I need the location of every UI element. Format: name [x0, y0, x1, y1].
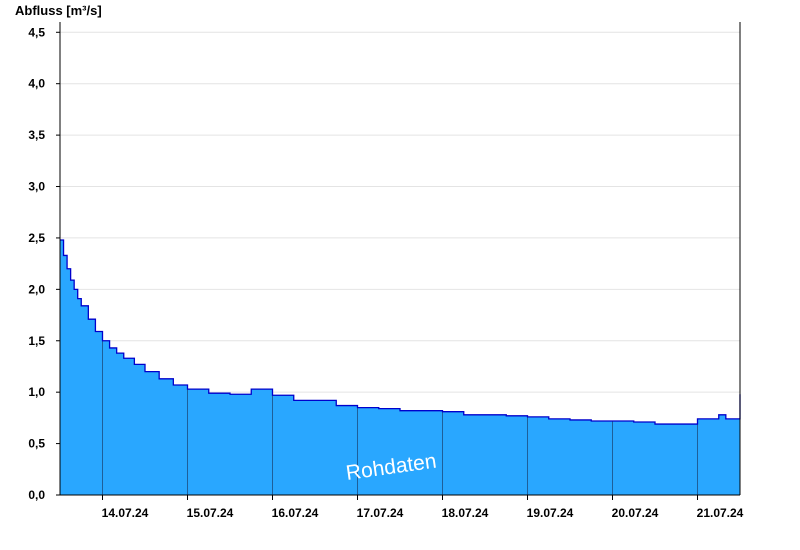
x-ticks: 14.07.24 15.07.24 16.07.24 17.07.24 18.07.24… [102, 495, 744, 520]
day-dividers [102, 340, 698, 495]
x-tick-label-0: 14.07.24 [102, 506, 149, 520]
y-tick-label-7: 3,5 [28, 128, 45, 142]
discharge-line [60, 239, 741, 425]
x-tick-label-3: 17.07.24 [357, 506, 404, 520]
y-axis-label: Abfluss [m³/s] [15, 3, 102, 18]
discharge-area [60, 239, 740, 495]
axes [59, 22, 741, 496]
y-tick-label-1: 0,5 [28, 437, 45, 451]
y-tick-label-5: 2,5 [28, 231, 45, 245]
y-tick-label-9: 4,5 [28, 25, 45, 39]
y-tick-label-8: 4,0 [28, 77, 45, 91]
x-tick-label-7: 21.07.24 [697, 506, 744, 520]
y-tick-label-0: 0,0 [28, 488, 45, 502]
x-tick-label-5: 19.07.24 [527, 506, 574, 520]
y-tick-label-4: 2,0 [28, 282, 45, 296]
y-tick-label-2: 1,0 [28, 385, 45, 399]
x-tick-label-4: 18.07.24 [442, 506, 489, 520]
x-tick-label-2: 16.07.24 [272, 506, 319, 520]
x-tick-label-6: 20.07.24 [612, 506, 659, 520]
y-ticks: 0,0 0,5 1,0 1,5 2,0 2,5 3,0 3,5 4,0 4,5 [28, 25, 60, 502]
y-tick-label-3: 1,5 [28, 334, 45, 348]
y-tick-label-6: 3,0 [28, 180, 45, 194]
x-tick-label-1: 15.07.24 [187, 506, 234, 520]
